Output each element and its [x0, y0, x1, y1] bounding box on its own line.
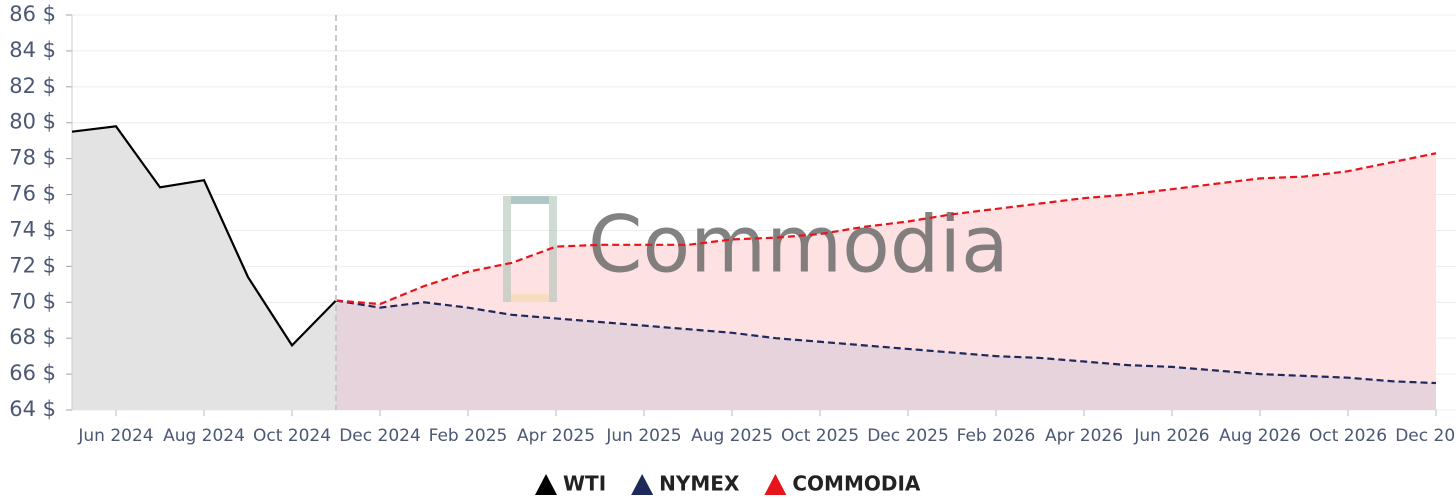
x-tick-label: Feb 2025	[429, 426, 508, 446]
y-tick-label: 68 $	[9, 325, 56, 349]
x-tick-label: Aug 2024	[163, 426, 245, 446]
legend-label: WTI	[563, 472, 606, 496]
x-tick-label: Dec 2024	[339, 426, 421, 446]
y-tick-label: 66 $	[9, 361, 56, 385]
y-tick-label: 78 $	[9, 146, 56, 170]
legend-marker	[631, 474, 654, 495]
line	[335, 152, 1437, 306]
y-tick-label: 64 $	[9, 397, 56, 421]
watermark-logo	[503, 196, 557, 302]
line	[71, 125, 337, 348]
line	[335, 299, 1437, 385]
y-tick-label: 74 $	[9, 217, 56, 241]
y-tick-label: 76 $	[9, 182, 56, 206]
x-tick-label: Jun 2024	[77, 426, 153, 446]
areas	[72, 126, 1436, 411]
logo-bar	[503, 196, 557, 204]
y-tick-label: 72 $	[9, 253, 56, 277]
x-tick-label: Oct 2025	[781, 426, 859, 446]
x-tick-label: Jun 2026	[1133, 426, 1209, 446]
x-tick-label: Dec 2026	[1395, 426, 1456, 446]
logo-bar	[549, 196, 557, 302]
area	[72, 126, 336, 411]
legend-marker	[535, 474, 557, 495]
logo-bar	[503, 196, 511, 302]
x-tick-label: Apr 2025	[517, 426, 595, 446]
y-tick-label: 82 $	[9, 74, 56, 98]
x-tick-label: Jun 2025	[605, 426, 681, 446]
x-tick-label: Oct 2024	[253, 426, 331, 446]
x-tick-label: Apr 2026	[1045, 426, 1123, 446]
y-tick-label: 70 $	[9, 289, 56, 313]
y-tick-label: 86 $	[9, 2, 56, 26]
y-tick-label: 80 $	[9, 110, 56, 134]
legend-label: NYMEX	[659, 472, 740, 496]
logo-bar	[503, 294, 557, 302]
x-tick-label: Oct 2026	[1309, 426, 1387, 446]
x-tick-label: Aug 2026	[1219, 426, 1301, 446]
area	[336, 300, 1436, 410]
x-tick-label: Feb 2026	[957, 426, 1036, 446]
y-tick-label: 84 $	[9, 38, 56, 62]
x-tick-label: Aug 2025	[691, 426, 773, 446]
legend-marker	[764, 474, 787, 495]
legend-label: COMMODIA	[792, 472, 921, 496]
x-tick-label: Dec 2025	[867, 426, 949, 446]
